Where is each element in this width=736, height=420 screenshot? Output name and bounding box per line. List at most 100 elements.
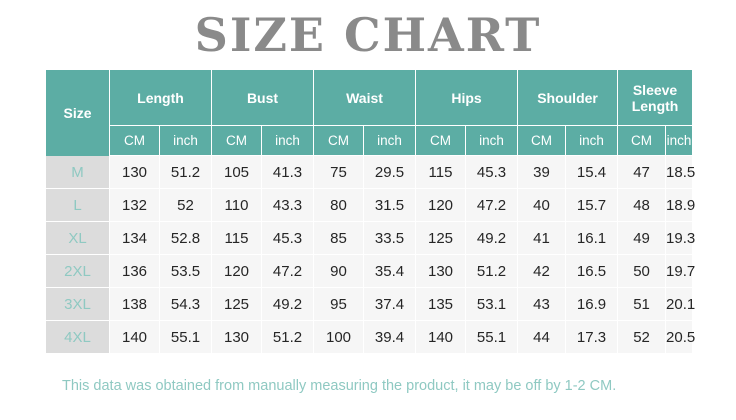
cell-bust-inch: 47.2 [262,255,314,288]
header-sleeve-length: Sleeve Length [618,70,693,126]
header-hips: Hips [416,70,519,126]
cell-shoulder-inch: 16.5 [566,255,619,288]
cell-length-cm: 136 [110,255,160,288]
cell-hips-inch: 55.1 [466,321,519,353]
size-chart-table: Size Length Bust Waist Hips Shoulder Sle… [46,70,695,353]
cell-shoulder-cm: 42 [518,255,567,288]
cell-bust-inch: 49.2 [262,288,314,321]
table-body: M 130 51.2 105 41.3 75 29.5 115 45.3 39 … [46,156,695,353]
header-unit-row: CM inch CM inch CM inch CM inch CM inch … [46,126,693,156]
header-unit-hips-cm: CM [416,126,467,156]
cell-shoulder-inch: 17.3 [566,321,619,353]
row-size-label: 3XL [46,288,110,321]
header-unit-bust-inch: inch [262,126,314,156]
cell-hips-cm: 125 [416,222,467,255]
header-shoulder: Shoulder [518,70,619,126]
cell-length-cm: 140 [110,321,160,353]
cell-hips-cm: 120 [416,189,467,222]
header-length: Length [110,70,212,126]
cell-sleeve-inch: 18.5 [666,156,695,189]
cell-sleeve-inch: 18.9 [666,189,695,222]
cell-sleeve-cm: 47 [618,156,667,189]
cell-bust-cm: 115 [212,222,262,255]
cell-hips-cm: 140 [416,321,467,353]
cell-length-inch: 51.2 [160,156,212,189]
cell-length-cm: 134 [110,222,160,255]
cell-bust-inch: 41.3 [262,156,314,189]
cell-hips-cm: 115 [416,156,467,189]
cell-waist-cm: 85 [314,222,364,255]
header-unit-length-inch: inch [160,126,212,156]
cell-sleeve-cm: 52 [618,321,667,353]
cell-sleeve-inch: 19.3 [666,222,695,255]
cell-waist-inch: 39.4 [364,321,417,353]
cell-hips-inch: 47.2 [466,189,519,222]
cell-sleeve-inch: 19.7 [666,255,695,288]
header-unit-bust-cm: CM [212,126,262,156]
header-waist: Waist [314,70,417,126]
page-title: SIZE CHART [194,8,542,62]
measurement-disclaimer-note: This data was obtained from manually mea… [62,378,617,394]
header-unit-sleeve-cm: CM [618,126,667,156]
header-group-row: Size Length Bust Waist Hips Shoulder Sle… [46,70,693,156]
cell-waist-inch: 35.4 [364,255,417,288]
cell-shoulder-cm: 43 [518,288,567,321]
cell-waist-inch: 31.5 [364,189,417,222]
cell-shoulder-cm: 41 [518,222,567,255]
cell-hips-inch: 53.1 [466,288,519,321]
cell-waist-inch: 37.4 [364,288,417,321]
cell-length-inch: 53.5 [160,255,212,288]
cell-waist-cm: 95 [314,288,364,321]
cell-sleeve-cm: 49 [618,222,667,255]
cell-length-inch: 55.1 [160,321,212,353]
cell-sleeve-cm: 50 [618,255,667,288]
size-chart-table-container: Size Length Bust Waist Hips Shoulder Sle… [46,70,695,353]
table-row: M 130 51.2 105 41.3 75 29.5 115 45.3 39 … [46,156,695,189]
header-unit-waist-cm: CM [314,126,364,156]
cell-shoulder-inch: 15.7 [566,189,619,222]
cell-sleeve-cm: 48 [618,189,667,222]
cell-length-inch: 52.8 [160,222,212,255]
cell-sleeve-inch: 20.5 [666,321,695,353]
row-size-label: M [46,156,110,189]
table-row: 4XL 140 55.1 130 51.2 100 39.4 140 55.1 … [46,321,695,353]
header-unit-shoulder-inch: inch [566,126,619,156]
cell-bust-cm: 120 [212,255,262,288]
cell-bust-inch: 51.2 [262,321,314,353]
cell-length-inch: 54.3 [160,288,212,321]
cell-shoulder-inch: 16.1 [566,222,619,255]
cell-bust-cm: 130 [212,321,262,353]
cell-hips-cm: 130 [416,255,467,288]
cell-hips-cm: 135 [416,288,467,321]
cell-shoulder-cm: 44 [518,321,567,353]
cell-length-cm: 138 [110,288,160,321]
header-bust: Bust [212,70,314,126]
cell-shoulder-inch: 15.4 [566,156,619,189]
cell-waist-inch: 33.5 [364,222,417,255]
cell-bust-cm: 125 [212,288,262,321]
cell-shoulder-cm: 39 [518,156,567,189]
header-unit-hips-inch: inch [466,126,519,156]
cell-sleeve-cm: 51 [618,288,667,321]
row-size-label: XL [46,222,110,255]
table-row: 2XL 136 53.5 120 47.2 90 35.4 130 51.2 4… [46,255,695,288]
cell-waist-cm: 80 [314,189,364,222]
cell-waist-cm: 90 [314,255,364,288]
cell-hips-inch: 49.2 [466,222,519,255]
cell-length-cm: 130 [110,156,160,189]
cell-waist-cm: 100 [314,321,364,353]
cell-length-cm: 132 [110,189,160,222]
row-size-label: L [46,189,110,222]
header-unit-shoulder-cm: CM [518,126,567,156]
row-size-label: 4XL [46,321,110,353]
cell-bust-inch: 43.3 [262,189,314,222]
table-row: L 132 52 110 43.3 80 31.5 120 47.2 40 15… [46,189,695,222]
cell-bust-inch: 45.3 [262,222,314,255]
cell-sleeve-inch: 20.1 [666,288,695,321]
cell-hips-inch: 45.3 [466,156,519,189]
header-unit-length-cm: CM [110,126,160,156]
row-size-label: 2XL [46,255,110,288]
cell-bust-cm: 105 [212,156,262,189]
cell-shoulder-cm: 40 [518,189,567,222]
